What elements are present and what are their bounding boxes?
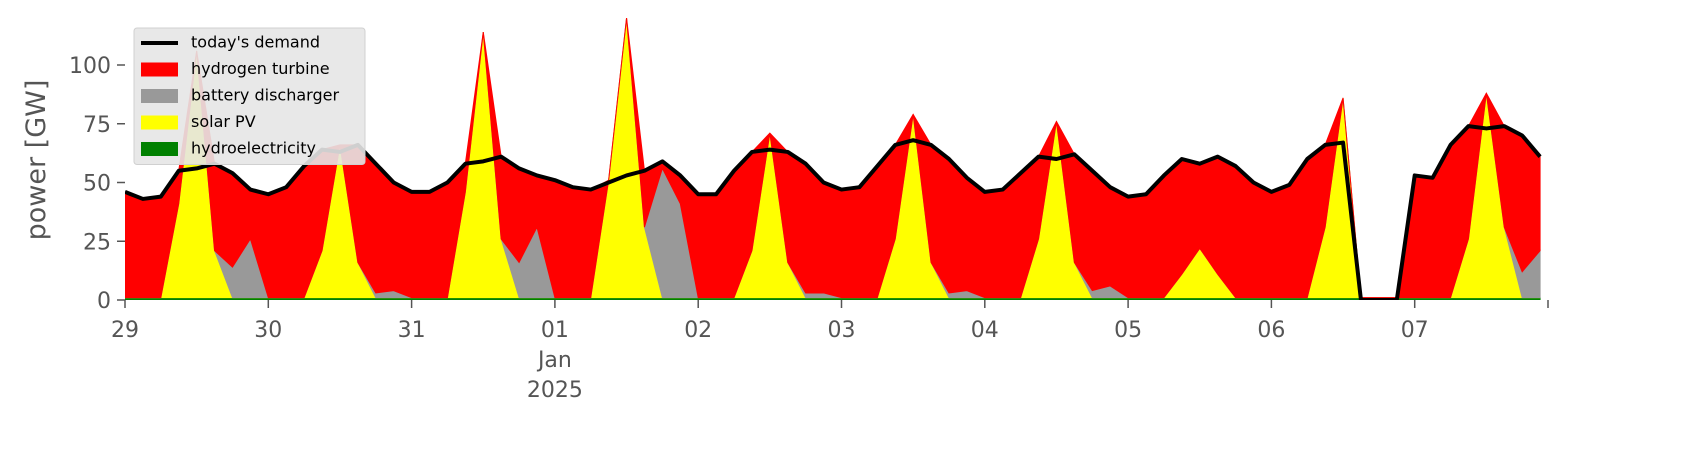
y-tick-label: 100 bbox=[69, 54, 111, 79]
legend-swatch bbox=[141, 62, 178, 77]
x-tick-label: 29 bbox=[111, 318, 139, 343]
legend-label: hydroelectricity bbox=[191, 139, 316, 158]
x-tick-label: 02 bbox=[684, 318, 712, 343]
legend-label: today's demand bbox=[191, 33, 320, 52]
x-tick-label: 05 bbox=[1114, 318, 1142, 343]
x-tick-label: 07 bbox=[1401, 318, 1429, 343]
x-tick-label: 01 Jan 2025 bbox=[527, 318, 583, 403]
y-tick-label: 75 bbox=[83, 113, 111, 138]
x-tick-label: 04 bbox=[971, 318, 999, 343]
legend-label: hydrogen turbine bbox=[191, 59, 330, 78]
legend-swatch bbox=[141, 115, 178, 130]
y-axis-label: power [GW] bbox=[21, 80, 52, 241]
legend: today's demand hydrogen turbine battery di… bbox=[133, 27, 366, 165]
x-tick-label: 30 bbox=[254, 318, 282, 343]
y-tick-label: 50 bbox=[83, 172, 111, 197]
legend-label: battery discharger bbox=[191, 86, 339, 105]
legend-swatch bbox=[141, 89, 178, 103]
y-tick-label: 25 bbox=[83, 230, 111, 255]
legend-box bbox=[133, 27, 366, 165]
x-tick-label: 31 bbox=[398, 318, 426, 343]
y-tick-label: 0 bbox=[97, 289, 111, 314]
legend-swatch bbox=[141, 142, 178, 156]
legend-label: solar PV bbox=[191, 112, 256, 131]
x-tick-label: 03 bbox=[828, 318, 856, 343]
x-tick-label: 06 bbox=[1257, 318, 1285, 343]
